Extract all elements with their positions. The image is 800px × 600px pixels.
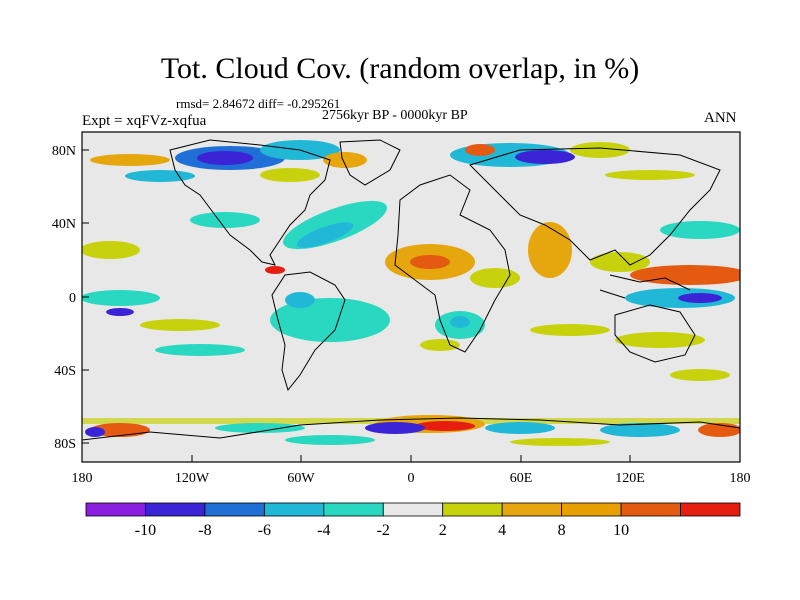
legend-label: 2 bbox=[439, 522, 447, 539]
coastlines bbox=[82, 139, 740, 441]
south-america-coast bbox=[271, 271, 346, 392]
lon-tick-label: 120E bbox=[615, 471, 645, 486]
lat-tick-marks bbox=[82, 149, 89, 444]
season-text: ANN bbox=[704, 110, 737, 126]
lon-tick-label: 180 bbox=[730, 471, 751, 486]
lat-tick-label: 40S bbox=[54, 364, 76, 379]
lon-tick-marks bbox=[81, 455, 741, 462]
cloud-anomaly-field bbox=[82, 132, 740, 462]
period-text: 2756kyr BP - 0000kyr BP bbox=[322, 108, 468, 123]
legend-color-box bbox=[263, 502, 325, 517]
experiment-text: Expt = xqFVz-xqfua bbox=[82, 113, 207, 129]
legend-label: -10 bbox=[135, 522, 156, 539]
legend-color-box bbox=[145, 502, 206, 517]
lon-tick-label: 60E bbox=[510, 471, 533, 486]
lat-tick-label: 80N bbox=[52, 144, 76, 159]
legend-label: -8 bbox=[198, 522, 211, 539]
lon-tick-label: 120W bbox=[175, 471, 210, 486]
legend-color-box bbox=[442, 502, 503, 517]
lat-tick-label: 80S bbox=[54, 437, 76, 452]
antarctica-coast bbox=[82, 417, 740, 441]
legend-label: 8 bbox=[558, 522, 566, 539]
map-title: Tot. Cloud Cov. (random overlap, in %) bbox=[160, 52, 640, 85]
legend-color-box bbox=[561, 502, 622, 517]
color-legend bbox=[85, 502, 741, 517]
europe-africa-coast bbox=[394, 174, 511, 353]
australia-coast bbox=[614, 304, 696, 363]
lat-tick-label: 0 bbox=[69, 291, 76, 306]
legend-label: 4 bbox=[498, 522, 506, 539]
north-america-coast bbox=[169, 139, 331, 266]
greenland-coast bbox=[339, 139, 401, 186]
legend-color-box bbox=[382, 502, 444, 517]
lon-tick-label: 0 bbox=[408, 471, 415, 486]
legend-color-box bbox=[204, 502, 265, 517]
legend-color-box bbox=[680, 502, 741, 517]
stats-text: rmsd= 2.84672 diff= -0.295261 bbox=[176, 96, 341, 111]
legend-color-box bbox=[323, 502, 384, 517]
legend-color-box bbox=[85, 502, 146, 517]
lon-tick-label: 180 bbox=[72, 471, 93, 486]
legend-color-box bbox=[501, 502, 563, 517]
legend-labels: -10 -8 -6 -4 -2 2 4 8 10 bbox=[135, 522, 629, 539]
lat-tick-label: 40N bbox=[52, 217, 76, 232]
legend-label: -2 bbox=[377, 522, 390, 539]
legend-label: -6 bbox=[258, 522, 271, 539]
legend-label: -4 bbox=[317, 522, 330, 539]
legend-label: 10 bbox=[613, 522, 629, 539]
lon-tick-label: 60W bbox=[287, 471, 315, 486]
legend-color-box bbox=[620, 502, 681, 517]
maritime-continent-coast bbox=[599, 274, 691, 299]
asia-coast bbox=[469, 147, 721, 266]
